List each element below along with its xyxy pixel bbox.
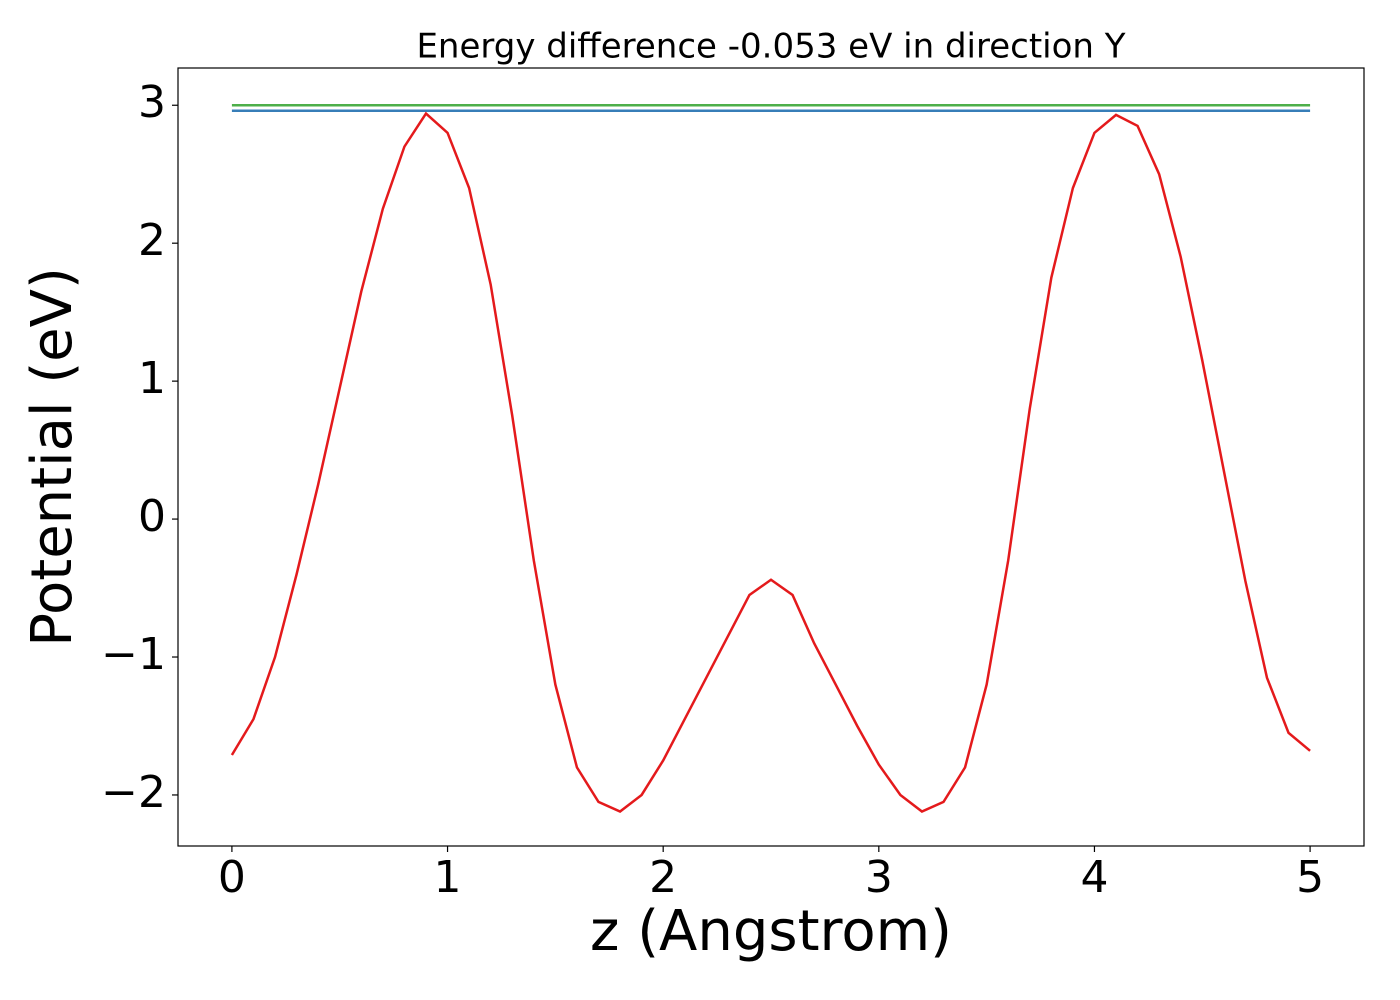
y-tick-label: 3 — [138, 77, 166, 128]
x-tick-label: 2 — [649, 852, 677, 903]
plot-frame — [177, 67, 1365, 847]
x-tick-label: 3 — [865, 852, 893, 903]
y-tick-label: 2 — [138, 215, 166, 266]
y-axis-label: Potential (eV) — [20, 267, 85, 647]
y-tick-label: 1 — [138, 353, 166, 404]
x-axis-label: z (Angstrom) — [590, 899, 952, 964]
y-tick-label: −1 — [101, 629, 166, 680]
x-tick-label: 4 — [1080, 852, 1108, 903]
x-tick-label: 5 — [1296, 852, 1324, 903]
x-tick-label: 0 — [218, 852, 246, 903]
x-tick-label: 1 — [434, 852, 462, 903]
y-tick-label: 0 — [138, 491, 166, 542]
chart-title: Energy difference -0.053 eV in direction… — [416, 27, 1125, 67]
line-series — [230, 111, 1311, 813]
y-tick-label: −2 — [101, 767, 166, 818]
